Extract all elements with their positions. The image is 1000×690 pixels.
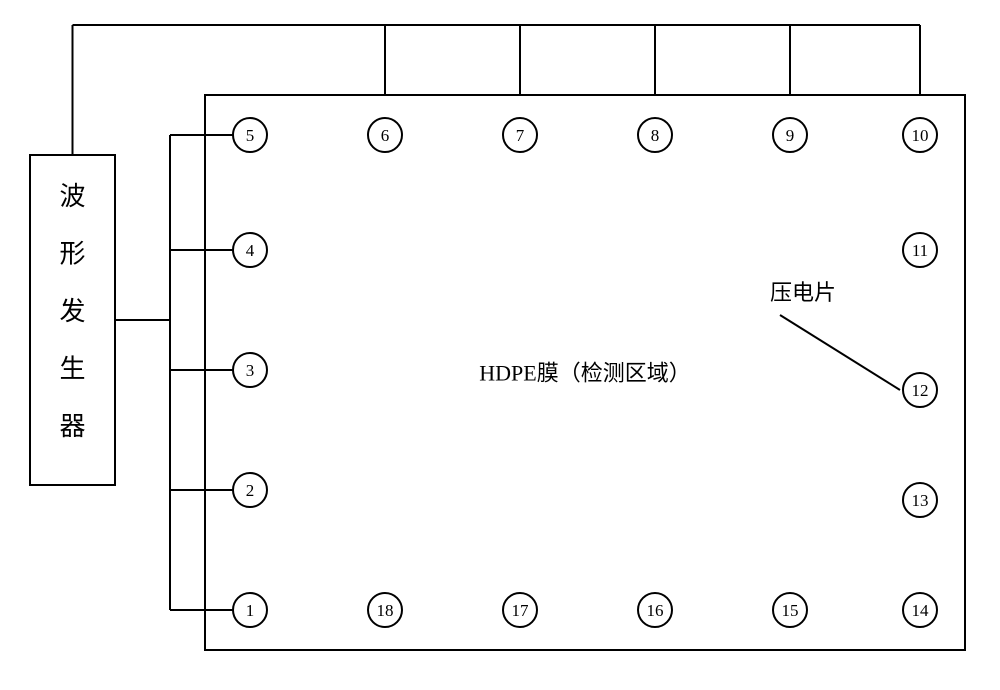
generator-label-char: 形 [59,240,85,269]
generator-label-char: 生 [59,355,85,384]
sensor-node-label: 11 [912,241,928,260]
detection-area-label: HDPE膜（检测区域） [479,361,690,386]
sensor-node-label: 3 [246,361,255,380]
sensor-node-label: 6 [381,126,390,145]
generator-label-char: 发 [59,297,85,326]
sensor-node-label: 17 [512,601,530,620]
piezo-leader-line [780,315,900,390]
sensor-node-label: 15 [782,601,799,620]
sensor-node-label: 1 [246,601,255,620]
sensor-node-label: 9 [786,126,795,145]
sensor-node-label: 12 [912,381,929,400]
sensor-node-label: 16 [647,601,664,620]
sensor-node-label: 13 [912,491,929,510]
piezo-label: 压电片 [770,280,836,305]
sensor-node-label: 2 [246,481,255,500]
sensor-node-label: 14 [912,601,930,620]
sensor-node-label: 18 [377,601,394,620]
sensor-node-label: 10 [912,126,929,145]
sensor-node-label: 4 [246,241,255,260]
sensor-node-label: 8 [651,126,660,145]
sensor-node-label: 7 [516,126,525,145]
generator-label-char: 波 [59,182,85,211]
generator-label-char: 器 [59,412,85,441]
sensor-node-label: 5 [246,126,255,145]
